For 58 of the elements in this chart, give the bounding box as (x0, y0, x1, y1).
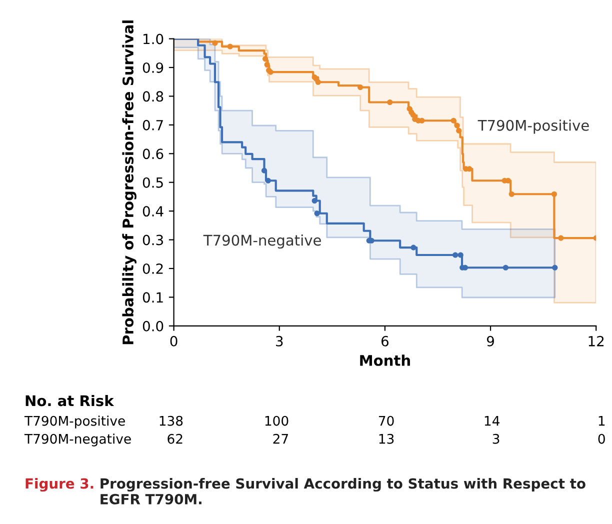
y-axis-title: Probability of Progression-free Survival (122, 20, 136, 344)
y-tick-label: 1.0 (144, 34, 164, 44)
text: T790M-positive (24, 416, 125, 428)
point (410, 112, 416, 118)
x-tick-label: 0 (170, 336, 178, 346)
point (410, 244, 416, 250)
y-tick-label: 0.6 (142, 148, 164, 160)
point (358, 84, 364, 90)
text: 27 (273, 434, 288, 444)
point (454, 122, 460, 128)
x-tick-label: 12 (588, 336, 604, 346)
text: T790M-negative (24, 434, 131, 446)
y-tick-label: 0.9 (142, 62, 164, 73)
point (558, 235, 564, 241)
text: Progression-free Survival According to Status with Respect to EGFR T790M. (100, 478, 586, 504)
y-tick-label: 0.5 (142, 177, 163, 188)
text: 1 (598, 416, 605, 426)
point (261, 168, 268, 174)
text: No. at Risk (26, 394, 114, 406)
y-tick-label: 0.0 (142, 320, 164, 332)
y-tick-label: 0.4 (142, 206, 164, 217)
text: 138 (160, 416, 183, 426)
point (264, 62, 270, 68)
x-tick-label: 3 (276, 336, 283, 346)
point (450, 118, 456, 124)
series-label: T790M-negative (203, 234, 321, 249)
point (458, 252, 464, 258)
series-label: T790M-positive (478, 120, 589, 134)
point (314, 210, 320, 216)
text: 14 (484, 416, 500, 426)
caption: Figure 3. (26, 478, 94, 492)
x-tick-label: 9 (486, 336, 494, 346)
y-tick-label: 0.1 (142, 292, 163, 303)
text: 100 (265, 416, 288, 426)
text: 3 (492, 434, 500, 444)
text: 62 (168, 434, 182, 444)
point (502, 264, 508, 270)
text: 13 (379, 434, 394, 444)
text: 70 (378, 416, 394, 426)
text: 0 (598, 434, 605, 444)
point (315, 79, 321, 85)
point (456, 128, 462, 134)
point (312, 198, 318, 204)
point (212, 40, 218, 46)
y-tick-label: 0.7 (142, 120, 163, 130)
point (551, 191, 557, 197)
point (508, 191, 514, 197)
point (227, 44, 233, 50)
point (452, 252, 458, 258)
point (262, 56, 268, 62)
y-tick-label: 0.3 (142, 234, 163, 246)
point (552, 264, 558, 270)
x-axis-title: Month (360, 354, 410, 366)
y-tick-label: 0.2 (142, 263, 163, 274)
point (265, 178, 271, 184)
y-tick-label: 0.8 (142, 91, 164, 102)
x-tick-label: 6 (382, 336, 388, 346)
point (387, 99, 393, 106)
